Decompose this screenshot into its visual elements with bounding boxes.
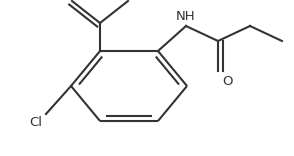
Text: O: O bbox=[222, 75, 233, 88]
Text: Cl: Cl bbox=[29, 116, 42, 129]
Text: NH: NH bbox=[176, 10, 196, 23]
